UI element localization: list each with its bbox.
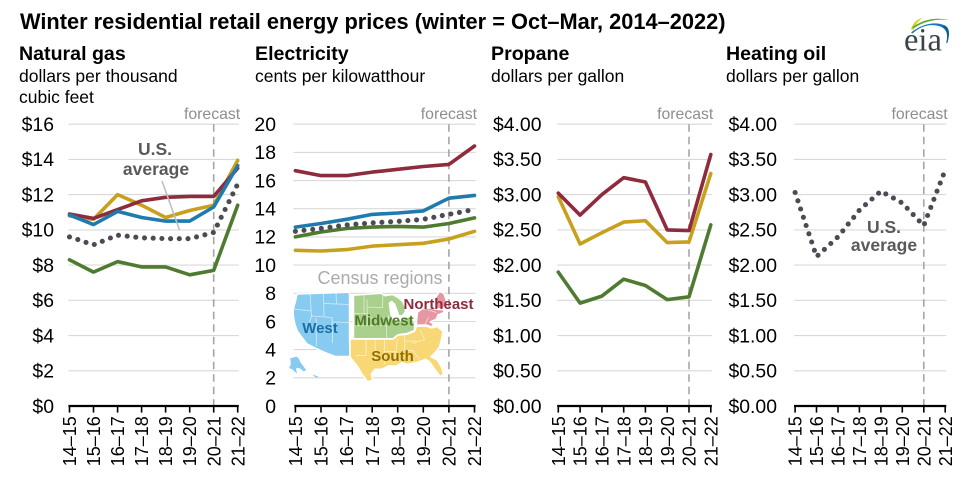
svg-text:$2.50: $2.50 — [493, 220, 542, 242]
svg-text:6: 6 — [265, 311, 276, 333]
svg-text:$10: $10 — [22, 220, 55, 242]
svg-text:U.S.: U.S. — [867, 217, 901, 237]
svg-text:$0.50: $0.50 — [493, 361, 542, 383]
svg-text:West: West — [302, 320, 338, 337]
svg-text:$2.00: $2.00 — [493, 255, 542, 277]
svg-text:$4.00: $4.00 — [493, 114, 542, 136]
svg-text:$3.50: $3.50 — [728, 149, 777, 171]
svg-text:$8: $8 — [32, 255, 54, 277]
svg-text:$16: $16 — [22, 114, 54, 136]
svg-text:forecast: forecast — [421, 106, 478, 123]
svg-text:18–19: 18–19 — [636, 416, 656, 466]
svg-text:$2: $2 — [32, 361, 54, 383]
svg-text:$3.00: $3.00 — [493, 184, 542, 206]
svg-text:$0: $0 — [32, 396, 54, 418]
svg-text:19–20: 19–20 — [180, 416, 200, 466]
svg-text:14–15: 14–15 — [786, 416, 806, 466]
svg-text:17–18: 17–18 — [132, 416, 152, 466]
svg-text:2: 2 — [265, 368, 276, 390]
svg-text:$0.50: $0.50 — [728, 361, 777, 383]
svg-text:South: South — [371, 348, 414, 365]
svg-text:$1.50: $1.50 — [728, 290, 777, 312]
svg-text:$0.00: $0.00 — [493, 396, 542, 418]
svg-text:19–20: 19–20 — [658, 416, 678, 466]
svg-text:forecast: forecast — [891, 106, 948, 123]
svg-text:14: 14 — [254, 199, 276, 221]
svg-text:17–18: 17–18 — [363, 416, 383, 466]
svg-text:8: 8 — [265, 283, 276, 305]
svg-text:18: 18 — [254, 142, 276, 164]
svg-text:14–15: 14–15 — [549, 416, 569, 466]
svg-text:$3.50: $3.50 — [493, 149, 542, 171]
svg-text:$1.00: $1.00 — [493, 325, 542, 347]
svg-text:15–16: 15–16 — [312, 416, 332, 466]
svg-text:19–20: 19–20 — [414, 416, 434, 466]
svg-text:$2.00: $2.00 — [728, 255, 777, 277]
svg-text:$12: $12 — [22, 184, 54, 206]
svg-text:Midwest: Midwest — [354, 313, 413, 330]
svg-text:15–16: 15–16 — [84, 416, 104, 466]
svg-text:average: average — [123, 159, 189, 179]
svg-text:15–16: 15–16 — [807, 416, 827, 466]
svg-text:19–20: 19–20 — [893, 416, 913, 466]
svg-text:4: 4 — [265, 339, 276, 361]
svg-text:18–19: 18–19 — [388, 416, 408, 466]
svg-text:12: 12 — [254, 227, 276, 249]
svg-text:$4: $4 — [32, 325, 54, 347]
svg-text:20: 20 — [254, 114, 276, 136]
svg-text:$3.00: $3.00 — [728, 184, 777, 206]
svg-text:average: average — [851, 235, 917, 255]
svg-text:20–21: 20–21 — [914, 416, 934, 466]
svg-text:forecast: forecast — [657, 106, 714, 123]
svg-text:$4.00: $4.00 — [728, 114, 777, 136]
svg-text:17–18: 17–18 — [614, 416, 634, 466]
svg-text:14–15: 14–15 — [60, 416, 80, 466]
svg-text:eia: eia — [904, 23, 942, 57]
svg-text:10: 10 — [254, 255, 276, 277]
svg-text:Census regions: Census regions — [317, 268, 442, 288]
svg-text:16–17: 16–17 — [593, 416, 613, 466]
svg-text:15–16: 15–16 — [571, 416, 591, 466]
svg-text:forecast: forecast — [184, 106, 241, 123]
svg-text:21–22: 21–22 — [701, 416, 721, 466]
svg-text:16–17: 16–17 — [337, 416, 357, 466]
svg-text:18–19: 18–19 — [156, 416, 176, 466]
svg-text:20–21: 20–21 — [440, 416, 460, 466]
svg-text:16: 16 — [254, 170, 276, 192]
svg-text:20–21: 20–21 — [680, 416, 700, 466]
svg-text:16–17: 16–17 — [108, 416, 128, 466]
svg-text:18–19: 18–19 — [872, 416, 892, 466]
svg-text:21–22: 21–22 — [465, 416, 485, 466]
svg-text:21–22: 21–22 — [228, 416, 248, 466]
svg-text:$6: $6 — [32, 290, 54, 312]
svg-text:20–21: 20–21 — [204, 416, 224, 466]
svg-text:U.S.: U.S. — [138, 139, 172, 159]
svg-text:$0.00: $0.00 — [728, 396, 777, 418]
svg-text:21–22: 21–22 — [936, 416, 956, 466]
svg-text:17–18: 17–18 — [850, 416, 870, 466]
svg-text:Northeast: Northeast — [403, 296, 473, 313]
svg-text:$1.00: $1.00 — [728, 325, 777, 347]
svg-text:$2.50: $2.50 — [728, 220, 777, 242]
svg-text:0: 0 — [265, 396, 276, 418]
svg-text:16–17: 16–17 — [829, 416, 849, 466]
svg-text:$1.50: $1.50 — [493, 290, 542, 312]
svg-text:$14: $14 — [22, 149, 55, 171]
svg-text:14–15: 14–15 — [286, 416, 306, 466]
